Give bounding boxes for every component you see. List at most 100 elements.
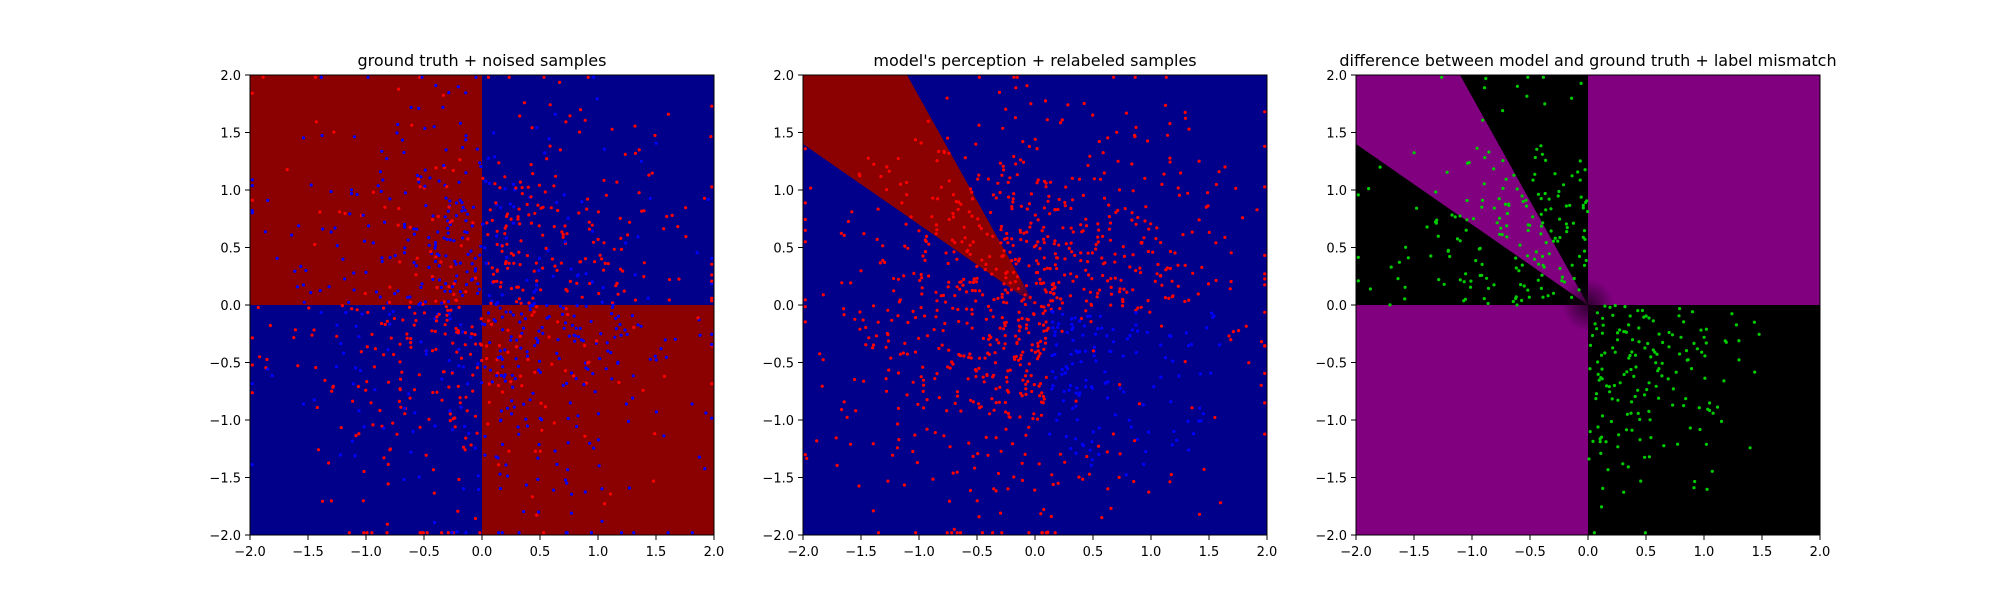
sample-point xyxy=(1435,218,1439,222)
sample-point xyxy=(1356,279,1360,283)
sample-point xyxy=(410,123,414,127)
sample-point xyxy=(509,286,514,291)
sample-point xyxy=(710,262,714,266)
region-model-negative-wedge xyxy=(803,75,1035,305)
sample-point xyxy=(1084,299,1089,303)
sample-point xyxy=(1084,309,1088,313)
sample-point xyxy=(1403,297,1407,301)
sample-point xyxy=(413,311,417,315)
sample-point xyxy=(892,289,896,293)
sample-point xyxy=(546,248,550,253)
sample-point xyxy=(593,260,597,264)
sample-point xyxy=(510,399,514,403)
sample-point xyxy=(1495,221,1499,225)
sample-point xyxy=(449,265,453,269)
sample-point xyxy=(1012,192,1016,196)
sample-point xyxy=(565,381,569,385)
sample-point xyxy=(312,328,316,332)
sample-point xyxy=(537,224,541,228)
sample-point xyxy=(1014,86,1018,90)
sample-point xyxy=(953,401,957,405)
sample-point xyxy=(552,421,556,425)
sample-point xyxy=(444,305,448,309)
sample-point xyxy=(1105,396,1110,400)
sample-point xyxy=(1060,329,1064,333)
sample-point xyxy=(1143,176,1147,180)
sample-point xyxy=(388,197,392,201)
sample-point xyxy=(578,260,582,264)
sample-point xyxy=(1086,163,1090,167)
sample-point xyxy=(1097,426,1101,430)
sample-point xyxy=(530,495,535,499)
sample-point xyxy=(1092,177,1096,181)
sample-point xyxy=(1074,399,1078,403)
sample-point xyxy=(944,251,948,255)
sample-point xyxy=(1533,172,1537,176)
sample-point xyxy=(432,520,437,525)
sample-point xyxy=(1600,414,1605,418)
sample-point xyxy=(1127,418,1131,422)
sample-point xyxy=(555,268,559,272)
sample-point xyxy=(975,276,979,280)
sample-point xyxy=(447,359,451,363)
sample-point xyxy=(434,319,439,323)
sample-point xyxy=(897,438,901,442)
sample-point xyxy=(710,104,714,108)
sample-point xyxy=(498,285,503,289)
sample-point xyxy=(1615,338,1620,342)
sample-point xyxy=(464,171,468,175)
sample-point xyxy=(1109,506,1113,510)
sample-point xyxy=(1069,272,1073,276)
sample-point xyxy=(1492,167,1496,171)
sample-point xyxy=(606,349,610,353)
sample-point xyxy=(1018,230,1023,234)
sample-point xyxy=(1752,320,1756,324)
sample-point xyxy=(496,383,501,388)
sample-point xyxy=(1263,432,1267,436)
sample-point xyxy=(1259,383,1263,387)
sample-point xyxy=(959,202,963,206)
sample-point xyxy=(1515,187,1519,191)
sample-point xyxy=(1116,159,1120,163)
sample-point xyxy=(471,373,475,377)
y-tick-label: −2.0 xyxy=(762,529,794,544)
sample-point xyxy=(1170,443,1174,447)
sample-point xyxy=(488,368,493,372)
sample-point xyxy=(344,311,348,315)
sample-point xyxy=(494,455,498,459)
sample-point xyxy=(619,236,623,240)
sample-point xyxy=(343,277,347,281)
sample-point xyxy=(535,126,539,130)
sample-point xyxy=(503,262,508,266)
sample-point xyxy=(1524,198,1528,202)
sample-point xyxy=(1515,303,1519,307)
sample-point xyxy=(990,272,994,276)
sample-point xyxy=(1025,369,1029,373)
sample-point xyxy=(1462,280,1466,284)
sample-point xyxy=(564,120,568,124)
sample-point xyxy=(1570,295,1574,299)
sample-point xyxy=(1019,204,1024,208)
sample-point xyxy=(533,344,537,348)
sample-point xyxy=(427,236,431,240)
sample-point xyxy=(1108,349,1112,353)
sample-point xyxy=(1037,384,1041,388)
sample-point xyxy=(1590,333,1595,338)
sample-point xyxy=(434,259,438,264)
sample-point xyxy=(1565,226,1569,230)
sample-point xyxy=(568,279,573,283)
sample-point xyxy=(981,336,986,340)
sample-point xyxy=(690,402,694,406)
sample-point xyxy=(1642,393,1647,397)
sample-point xyxy=(525,350,529,354)
sample-point xyxy=(1505,224,1509,228)
sample-point xyxy=(1168,480,1172,484)
sample-point xyxy=(1214,241,1218,245)
sample-point xyxy=(1133,75,1137,79)
sample-point xyxy=(518,334,522,338)
sample-point xyxy=(670,213,674,217)
sample-point xyxy=(459,356,464,360)
sample-point xyxy=(982,380,986,384)
sample-point xyxy=(1539,232,1543,236)
sample-point xyxy=(468,352,473,356)
